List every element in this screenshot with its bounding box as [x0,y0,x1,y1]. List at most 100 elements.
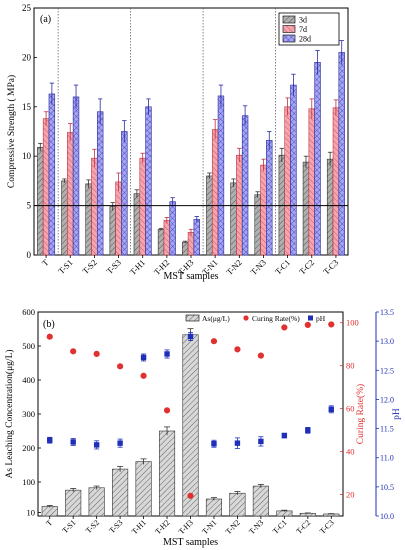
point-curing-rate-t-s2 [93,350,100,357]
x-tick-label-t: T [40,257,51,268]
curing-y-tick-label-60: 60 [346,404,355,414]
bar-28d-t-n3 [266,140,273,256]
bar-3d-t-n1 [206,175,213,256]
curing-y-tick-label-40: 40 [346,447,355,457]
bar-as-t-n3 [252,485,269,517]
panel-a-x-axis-label: MST samples [163,271,218,282]
x-tick-label-t-h1: T-H1 [128,257,148,277]
bar-as-t-s3 [112,468,129,517]
x-tick-label-t-s2: T-S2 [80,257,99,276]
point-ph-t-n2 [234,440,241,446]
bar-3d-t-s2 [85,183,92,256]
panel-b-label: (b) [43,319,55,330]
bar-28d-t-c3 [338,52,345,256]
bar-28d-t-h2 [169,201,176,256]
bar-3d-t-h1 [133,193,141,256]
point-curing-rate-t-n2 [234,346,241,353]
legend-swatch-as [185,314,200,322]
y-tick-label-20: 20 [22,52,32,62]
bar-7d-t-s1 [67,132,74,256]
point-curing-rate-t [46,333,53,340]
panel-b-x-ticks: T T-S1 T-S2 T-S3 T-H1 T-H2 T-H3 T-N1 T-N2 T-N3 T-C… [44,516,336,536]
bar-28d-t-n1 [217,95,225,256]
bar-28d-t-s2 [96,111,104,256]
bar-7d-t-s2 [91,157,98,256]
bar-7d-t [42,118,50,256]
bar-3d-t-n3 [254,194,261,256]
legend-swatch-3d [282,15,296,24]
x-tick-label-t-c3: T-C3 [318,518,336,536]
point-ph-t-c2 [305,427,311,434]
x-tick-label-t-n3: T-N3 [248,257,268,277]
bar-as-t-h3 [182,334,199,517]
y-tick-label-25: 25 [22,3,32,13]
y-tick-label-0: 0 [27,250,32,260]
ph-y-tick-label-11-0: 11.0 [380,454,394,463]
point-curing-rate-t-c3 [328,321,335,328]
panel-a-y-axis-label: Compressive Strength ( MPa) [6,75,17,188]
bar-28d-t-c1 [290,84,297,256]
bar-as-t-n1 [205,498,223,517]
legend-label-7d: 7d [299,25,307,34]
panel-b-left-y-ticks: 10 100 200 300 400 500 600 [22,307,41,518]
point-curing-rate-t-h2 [163,407,171,414]
ph-y-tick-label-12-5: 12.5 [380,366,394,375]
left-y-tick-label-500: 500 [22,341,35,351]
panel-b-left-y-axis-label: As Leaching Concentration(μg/L) [4,349,15,478]
legend-swatch-28d [282,34,296,43]
panel-b-curing-rate-points [46,321,335,499]
panel-a-label: (a) [40,14,51,25]
bar-28d-t-n2 [241,115,249,256]
point-ph-t-n1 [211,441,217,447]
bar-as-t-c1 [276,510,293,517]
curing-y-tick-label-20: 20 [346,490,355,500]
panel-b-ph-axis-label: pH [392,408,402,420]
panel-b-legend: As(μg/L) Curing Rate(%) pH [185,314,326,323]
x-tick-label-t-s3: T-S3 [107,518,124,535]
legend-label-as: As(μg/L) [202,314,230,323]
bar-7d-t-c2 [308,108,315,256]
x-tick-label-t-c2: T-C2 [294,518,312,536]
point-ph-t-s3 [117,440,123,446]
x-tick-label-t-s2: T-S2 [84,518,101,535]
bar-3d-t-n2 [230,182,237,256]
bar-3d-t-c3 [326,158,334,256]
left-y-tick-label-200: 200 [22,443,35,453]
bar-7d-t-h2 [163,220,171,256]
point-curing-rate-t-s1 [70,348,77,355]
curing-y-tick-label-100: 100 [346,318,359,328]
bar-as-t-s1 [65,489,82,517]
bar-28d-t-h1 [145,106,152,256]
x-tick-label-t: T [44,518,54,528]
ph-y-tick-label-13-5: 13.5 [380,308,394,317]
bar-3d-t-s1 [61,180,68,256]
bar-3d-t [37,147,44,256]
point-ph-t-s1 [70,439,76,445]
bar-as-t-s2 [88,487,105,517]
y-tick-label-5: 5 [27,201,32,211]
point-ph-t-h2 [164,351,170,357]
bar-28d-t-s1 [72,96,80,256]
bar-as-t [41,506,58,517]
bar-7d-t-n1 [211,129,219,256]
bar-as-t-h1 [135,461,152,517]
point-curing-rate-t-h3 [187,492,194,499]
ph-y-tick-label-10-5: 10.5 [380,483,394,492]
point-ph-t-s2 [93,442,100,448]
point-ph-t-h1 [140,354,147,361]
x-tick-label-t-h2: T-H2 [153,518,171,536]
legend-label-28d: 28d [299,35,311,44]
x-tick-label-t-h3: T-H3 [177,518,195,536]
panel-b-ph-points [47,331,334,450]
legend-swatch-7d [282,25,296,33]
panel-a-legend: 3d 7d 28d [278,12,340,46]
x-tick-label-t-s1: T-S1 [60,518,77,535]
left-y-tick-label-10: 10 [27,508,36,518]
x-tick-label-t-n1: T-N1 [200,518,218,536]
bar-3d-t-h2 [157,229,165,256]
bar-7d-t-s3 [115,181,122,256]
point-ph-t-h3 [187,333,194,340]
ph-y-tick-label-13-0: 13.0 [380,337,394,346]
